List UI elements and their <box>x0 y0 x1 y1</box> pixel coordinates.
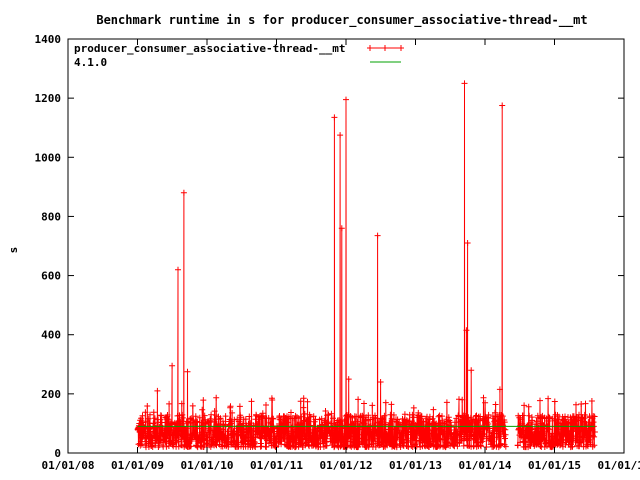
x-tick-label: 01/01/12 <box>320 459 373 472</box>
x-tick-label: 01/01/11 <box>250 459 303 472</box>
y-tick-label: 800 <box>41 210 61 223</box>
x-tick-label: 01/01/10 <box>181 459 234 472</box>
x-tick-label: 01/01/09 <box>111 459 164 472</box>
y-tick-label: 600 <box>41 270 61 283</box>
axes: 0 200 400 600 800 1000 1200 1400 01/01/08 01/01/0… <box>35 33 640 472</box>
legend-label-producer-consumer: producer_consumer_associative-thread-__m… <box>74 42 346 55</box>
y-tick-label: 200 <box>41 388 61 401</box>
y-tick-label: 1200 <box>35 92 62 105</box>
series-markers <box>134 80 598 451</box>
legend-label-4-1-0: 4.1.0 <box>74 56 107 69</box>
series-producer-consumer <box>134 80 598 451</box>
y-tick-label: 1400 <box>35 33 62 46</box>
y-axis-label: s <box>7 247 20 254</box>
x-tick-label: 01/01/14 <box>459 459 512 472</box>
y-tick-label: 0 <box>54 447 61 460</box>
x-tick-label: 01/01/16 <box>598 459 640 472</box>
legend: producer_consumer_associative-thread-__m… <box>74 42 404 69</box>
x-tick-label: 01/01/13 <box>389 459 442 472</box>
y-tick-label: 400 <box>41 329 61 342</box>
legend-marker-producer-consumer <box>367 45 404 51</box>
x-tick-label: 01/01/08 <box>42 459 95 472</box>
series-line <box>137 83 596 449</box>
y-tick-label: 1000 <box>35 151 62 164</box>
chart-title: Benchmark runtime in s for producer_cons… <box>96 13 587 28</box>
x-tick-label: 01/01/15 <box>528 459 581 472</box>
